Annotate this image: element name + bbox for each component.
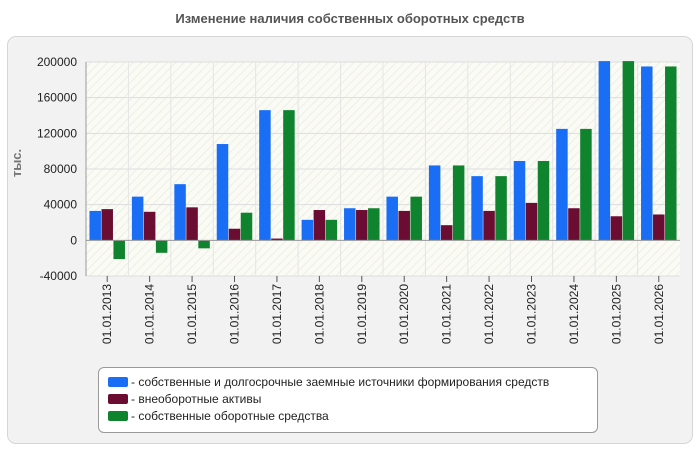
legend-item-noncurrent-assets: - внеоборотные активы bbox=[108, 390, 597, 407]
x-tick-label: 01.01.2018 bbox=[312, 284, 326, 344]
bar-series-1 bbox=[386, 196, 398, 241]
x-tick-label: 01.01.2025 bbox=[609, 284, 623, 344]
bar-series-2 bbox=[483, 210, 495, 241]
bar-series-2 bbox=[568, 208, 580, 241]
bar-series-2 bbox=[356, 210, 368, 241]
bar-series-3 bbox=[410, 196, 422, 241]
bar-series-3 bbox=[452, 165, 465, 241]
legend-swatch-sources bbox=[108, 376, 128, 387]
legend: - собственные и долгосрочные заемные ист… bbox=[98, 367, 598, 433]
bar-series-1 bbox=[471, 176, 483, 241]
x-tick-label: 01.01.2022 bbox=[482, 284, 496, 344]
y-tick-label: 200000 bbox=[37, 55, 77, 69]
y-tick-label: 160000 bbox=[37, 91, 77, 105]
bar-series-1 bbox=[131, 196, 144, 241]
x-tick-label: 01.01.2016 bbox=[228, 284, 242, 344]
legend-label-noncurrent-assets: - внеоборотные активы bbox=[131, 391, 262, 406]
bar-series-1 bbox=[556, 128, 568, 241]
x-tick-label: 01.01.2017 bbox=[270, 284, 284, 344]
bar-series-2 bbox=[101, 209, 113, 241]
y-tick-label: 0 bbox=[70, 233, 77, 247]
bar-series-1 bbox=[641, 66, 653, 241]
bar-series-2 bbox=[398, 210, 410, 241]
bar-series-3 bbox=[580, 128, 592, 241]
bar-series-2 bbox=[525, 202, 538, 241]
legend-item-sources: - собственные и долгосрочные заемные ист… bbox=[108, 373, 597, 390]
bar-series-3 bbox=[537, 160, 550, 241]
bar-series-3 bbox=[495, 176, 507, 241]
bar-series-1 bbox=[598, 61, 611, 241]
y-axis-label: тыс. bbox=[9, 149, 24, 177]
bar-series-3 bbox=[622, 61, 635, 241]
bar-series-2 bbox=[610, 216, 623, 241]
bar-series-3 bbox=[368, 208, 380, 241]
x-tick-label: 01.01.2013 bbox=[100, 284, 114, 344]
bar-series-1 bbox=[428, 165, 441, 241]
bar-series-3 bbox=[155, 240, 168, 253]
x-tick-label: 01.01.2026 bbox=[652, 284, 666, 344]
bar-series-2 bbox=[186, 207, 198, 241]
bar-series-1 bbox=[259, 110, 271, 241]
bar-series-1 bbox=[174, 184, 186, 241]
bar-series-2 bbox=[143, 211, 156, 241]
axes: 200000 160000 120000 80000 40000 0 -40000 01.01… bbox=[37, 55, 680, 344]
legend-label-sources: - собственные и долгосрочные заемные ист… bbox=[131, 374, 550, 389]
x-tick-label: 01.01.2019 bbox=[355, 284, 369, 344]
x-tick-label: 01.01.2014 bbox=[143, 284, 157, 344]
bar-series-3 bbox=[665, 66, 677, 241]
x-tick-label: 01.01.2015 bbox=[185, 284, 199, 344]
bar-series-1 bbox=[216, 144, 229, 241]
bar-series-2 bbox=[228, 228, 241, 241]
x-tick-label: 01.01.2021 bbox=[440, 284, 454, 344]
bar-series-3 bbox=[113, 240, 125, 260]
bar-series-1 bbox=[301, 219, 314, 241]
bar-series-1 bbox=[513, 160, 526, 241]
x-tick-label: 01.01.2024 bbox=[567, 284, 581, 344]
x-tick-label: 01.01.2023 bbox=[525, 284, 539, 344]
bar-series-3 bbox=[325, 219, 338, 241]
bar-series-3 bbox=[198, 240, 210, 249]
bar-series-1 bbox=[89, 210, 101, 241]
legend-swatch-noncurrent-assets bbox=[108, 393, 128, 404]
bar-series-3 bbox=[283, 110, 295, 241]
bar-series-1 bbox=[344, 208, 356, 241]
y-tick-label: 40000 bbox=[44, 198, 78, 212]
y-tick-label: 120000 bbox=[37, 126, 77, 140]
y-tick-label: -40000 bbox=[40, 269, 78, 283]
bar-series-2 bbox=[313, 210, 326, 241]
legend-label-working-capital: - собственные оборотные средства bbox=[131, 408, 329, 423]
bar-series-2 bbox=[653, 214, 665, 241]
bar-series-2 bbox=[440, 225, 453, 241]
legend-item-working-capital: - собственные оборотные средства bbox=[108, 407, 597, 424]
y-tick-label: 80000 bbox=[44, 162, 78, 176]
legend-swatch-working-capital bbox=[108, 410, 128, 421]
bars bbox=[89, 61, 677, 260]
bar-series-2 bbox=[271, 238, 283, 241]
x-tick-label: 01.01.2020 bbox=[397, 284, 411, 344]
chart-title: Изменение наличия собственных оборотных … bbox=[175, 11, 525, 26]
bar-series-3 bbox=[240, 212, 253, 241]
